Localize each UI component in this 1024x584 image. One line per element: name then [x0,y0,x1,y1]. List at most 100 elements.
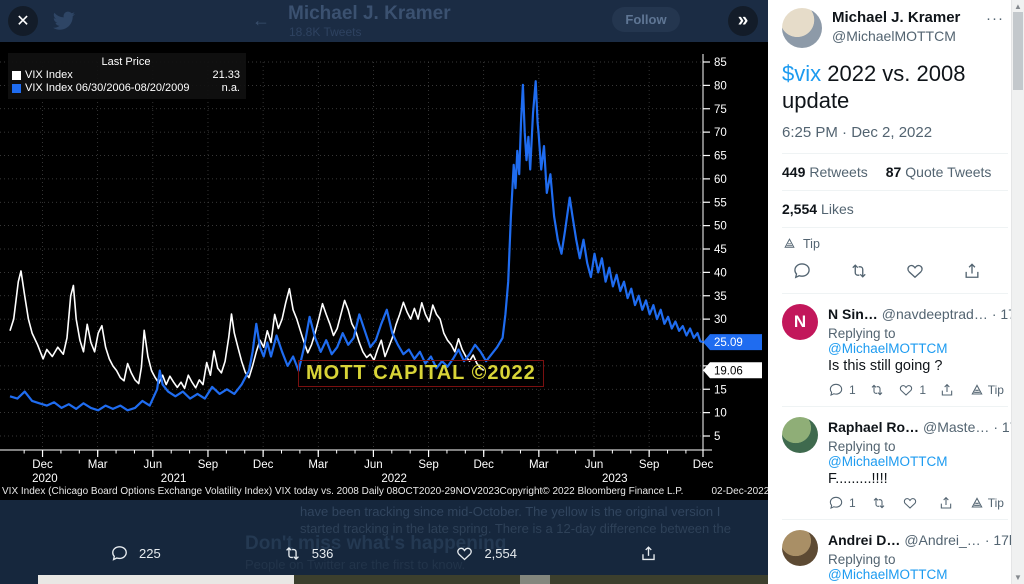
reply-count: 225 [139,546,161,561]
reply-item[interactable]: N N Sin… @navdeeptrad… · 17h ··· Replyin… [782,294,1024,407]
hide-sidebar-button[interactable]: » [728,6,758,36]
avatar[interactable]: N [782,304,818,340]
retweet-stats: 449 Retweets 87 Quote Tweets [782,154,1008,191]
scrollbar[interactable]: ▲ ▼ [1011,0,1024,584]
svg-text:5: 5 [714,431,720,443]
vix-chart-image[interactable]: 5 10 15 30 35 40 45 50 55 60 65 70 75 80 85 Dec Mar Jun Se… [0,42,811,500]
share-button[interactable] [938,495,954,511]
svg-text:75: 75 [714,104,727,116]
svg-text:Dec: Dec [253,459,274,471]
retweets-stat[interactable]: 449 Retweets [782,164,868,180]
share-icon [642,546,655,561]
share-button[interactable] [639,544,658,563]
scroll-down-arrow[interactable]: ▼ [1014,573,1022,582]
reply-item[interactable]: Raphael Ro… @Maste… · 17h ··· Replying t… [782,407,1024,520]
svg-text:Sep: Sep [198,459,218,471]
author-avatar[interactable] [782,8,822,48]
tweet-text: $vix 2022 vs. 2008 update [782,60,1008,114]
tip-icon [971,497,983,508]
footer-description: VIX Index (Chicago Board Options Exchang… [2,486,500,497]
tweet-action-bar [782,251,1008,294]
dim-tweet-text: have been tracking since mid-October. Th… [300,504,721,519]
reply-author-handle[interactable]: @Maste… [923,419,990,435]
tip-row[interactable]: Tip [782,236,1008,251]
reply-button[interactable]: 1 [828,495,856,511]
tip-icon [784,238,795,248]
retweet-button[interactable] [871,495,887,511]
share-icon[interactable] [962,261,982,281]
svg-text:40: 40 [714,267,727,279]
share-icon [942,383,953,396]
heart-icon [900,385,913,396]
svg-text:30: 30 [714,314,727,326]
author-handle[interactable]: @MichaelMOTTCM [832,28,956,44]
quote-tweets-stat[interactable]: 87 Quote Tweets [885,164,992,180]
tip-button[interactable]: Tip [969,495,1004,511]
reply-timestamp[interactable]: · 17h [984,532,1017,548]
svg-text:Sep: Sep [418,459,438,471]
share-icon [940,496,951,509]
svg-text:80: 80 [714,80,727,92]
reply-button[interactable]: 1 [828,382,856,398]
like-button[interactable]: 2,554 [455,544,517,563]
retweet-icon[interactable] [849,261,869,281]
tweet-text-rest: 2022 vs. 2008 update [782,61,966,113]
blue-swatch [12,84,21,93]
svg-text:10: 10 [714,408,727,420]
svg-text:19.06: 19.06 [714,365,743,377]
twitter-bird-icon [53,11,75,30]
reply-item[interactable]: Andrei D… @Andrei_… · 17h ··· Replying t… [782,520,1017,584]
dim-follow-button: Follow [612,7,680,32]
heart-icon[interactable] [905,261,925,281]
reply-author-name[interactable]: Andrei D… [828,532,901,548]
photo-action-bar: 225 536 2,554 [110,544,658,563]
legend-row-vix: VIX Index 21.33 [12,69,240,82]
retweet-icon [873,497,885,509]
scrollbar-thumb[interactable] [1013,12,1023,90]
legend-title: Last Price [101,56,151,68]
legend-value: 21.33 [212,69,240,81]
svg-text:Mar: Mar [308,459,328,471]
likes-stat[interactable]: 2,554 Likes [782,201,854,217]
more-icon[interactable]: ··· [986,10,1004,27]
replying-handle-link[interactable]: @MichaelMOTTCM [828,567,948,582]
chart-footer: VIX Index (Chicago Board Options Exchang… [2,486,811,497]
white-swatch [12,71,21,80]
dim-profile-name: Michael J. Kramer [288,3,451,24]
svg-text:85: 85 [714,57,727,69]
cashtag-link[interactable]: $vix [782,61,822,86]
avatar[interactable] [782,530,818,566]
svg-text:Sep: Sep [639,459,659,471]
legend-row-vix-2008: VIX Index 06/30/2006-08/20/2009 n.a. [12,82,240,95]
tip-button[interactable]: Tip [969,382,1004,398]
svg-text:Jun: Jun [144,459,163,471]
author-name[interactable]: Michael J. Kramer [832,9,961,26]
share-button[interactable] [939,382,955,398]
replying-handle-link[interactable]: @MichaelMOTTCM [828,454,948,469]
like-button[interactable] [902,495,923,511]
like-button[interactable]: 1 [898,382,926,398]
footer-copyright: Copyright© 2022 Bloomberg Finance L.P. [499,486,684,497]
svg-text:Mar: Mar [88,459,108,471]
like-stats: 2,554 Likes [782,191,1008,228]
reply-icon[interactable] [792,261,812,281]
retweet-button[interactable]: 536 [283,544,333,563]
replying-handle-link[interactable]: @MichaelMOTTCM [828,341,948,356]
back-arrow-icon: ← [252,10,270,30]
svg-text:2020: 2020 [32,473,58,485]
reply-author-handle[interactable]: @navdeeptrad… [881,306,988,322]
avatar[interactable] [782,417,818,453]
svg-text:70: 70 [714,127,727,139]
dim-page-strip [520,575,550,584]
retweet-button[interactable] [869,382,885,398]
reply-author-name[interactable]: N Sin… [828,306,878,322]
image-viewer: ✕ ← Michael J. Kramer 18.8K Tweets Follo… [0,0,811,584]
dim-banner-subtitle: People on Twitter are the first to know. [245,557,466,572]
close-button[interactable]: ✕ [8,6,38,36]
reply-author-handle[interactable]: @Andrei_… [904,532,981,548]
reply-button[interactable]: 225 [110,544,161,563]
lightbox-topbar: ✕ ← Michael J. Kramer 18.8K Tweets Follo… [0,0,768,42]
scroll-up-arrow[interactable]: ▲ [1014,2,1022,11]
svg-text:Dec: Dec [32,459,53,471]
reply-author-name[interactable]: Raphael Ro… [828,419,920,435]
